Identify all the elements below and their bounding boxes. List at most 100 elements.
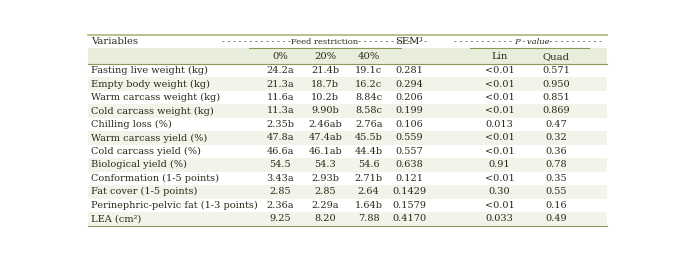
Text: - - - - - - - - - - - - -Feed restriction- - - - - - - - - - - - -: - - - - - - - - - - - - -Feed restrictio… xyxy=(222,37,427,46)
Text: 8.20: 8.20 xyxy=(314,214,336,223)
Text: <0.01: <0.01 xyxy=(485,80,515,89)
Bar xyxy=(88,91,607,104)
Text: <0.01: <0.01 xyxy=(485,174,515,183)
Text: <0.01: <0.01 xyxy=(485,66,515,75)
Text: 8.58c: 8.58c xyxy=(355,106,382,115)
Text: 0.559: 0.559 xyxy=(395,133,423,142)
Text: 0.106: 0.106 xyxy=(395,120,423,129)
Text: 0.4170: 0.4170 xyxy=(392,214,426,223)
Text: 11.3a: 11.3a xyxy=(267,106,294,115)
Text: 0%: 0% xyxy=(273,52,288,61)
Text: - - - - - - - - - - -  P - value- - - - - - - - - -: - - - - - - - - - - - P - value- - - - -… xyxy=(454,37,602,46)
Text: 20%: 20% xyxy=(314,52,337,61)
Text: 0.30: 0.30 xyxy=(489,187,511,196)
Text: 7.88: 7.88 xyxy=(358,214,379,223)
Text: <0.01: <0.01 xyxy=(485,133,515,142)
Text: 0.47: 0.47 xyxy=(545,120,567,129)
Text: 0.55: 0.55 xyxy=(545,187,567,196)
Text: 2.35b: 2.35b xyxy=(267,120,294,129)
Text: Conformation (1-5 points): Conformation (1-5 points) xyxy=(91,174,219,183)
Text: 54.6: 54.6 xyxy=(358,161,379,169)
Text: Warm carcass weight (kg): Warm carcass weight (kg) xyxy=(91,93,220,102)
Bar xyxy=(88,172,607,185)
Text: 46.1ab: 46.1ab xyxy=(308,147,342,156)
Text: 2.93b: 2.93b xyxy=(311,174,339,183)
Text: 9.90b: 9.90b xyxy=(311,106,339,115)
Text: 54.5: 54.5 xyxy=(269,161,291,169)
Text: 0.033: 0.033 xyxy=(486,214,513,223)
Text: 46.6a: 46.6a xyxy=(267,147,294,156)
Text: 2.29a: 2.29a xyxy=(311,201,339,210)
Text: 54.3: 54.3 xyxy=(314,161,336,169)
Text: 0.36: 0.36 xyxy=(545,147,567,156)
Bar xyxy=(88,104,607,118)
Text: LEA (cm²): LEA (cm²) xyxy=(91,214,141,223)
Text: 2.36a: 2.36a xyxy=(267,201,294,210)
Text: 1.64b: 1.64b xyxy=(355,201,383,210)
Text: 2.85: 2.85 xyxy=(314,187,336,196)
Bar xyxy=(88,131,607,145)
Text: 0.16: 0.16 xyxy=(545,201,567,210)
Text: 44.4b: 44.4b xyxy=(354,147,383,156)
Text: 47.8a: 47.8a xyxy=(267,133,294,142)
Text: 0.869: 0.869 xyxy=(543,106,570,115)
Text: Fasting live weight (kg): Fasting live weight (kg) xyxy=(91,66,208,75)
Text: 0.199: 0.199 xyxy=(395,106,423,115)
Text: 0.294: 0.294 xyxy=(395,80,423,89)
Text: 10.2b: 10.2b xyxy=(311,93,339,102)
Text: 0.35: 0.35 xyxy=(545,174,567,183)
Text: Empty body weight (kg): Empty body weight (kg) xyxy=(91,79,210,89)
Text: 2.64: 2.64 xyxy=(358,187,379,196)
Text: Quad: Quad xyxy=(543,52,570,61)
Text: 19.1c: 19.1c xyxy=(355,66,382,75)
Text: 0.013: 0.013 xyxy=(486,120,513,129)
Bar xyxy=(88,185,607,199)
Text: 0.32: 0.32 xyxy=(545,133,567,142)
Bar xyxy=(88,48,607,64)
Text: 0.206: 0.206 xyxy=(395,93,423,102)
Text: 0.281: 0.281 xyxy=(395,66,423,75)
Text: 11.6a: 11.6a xyxy=(267,93,294,102)
Text: 0.571: 0.571 xyxy=(542,66,570,75)
Text: <0.01: <0.01 xyxy=(485,147,515,156)
Bar xyxy=(88,158,607,172)
Text: 0.638: 0.638 xyxy=(395,161,423,169)
Text: Lin: Lin xyxy=(492,52,508,61)
Text: 8.84c: 8.84c xyxy=(355,93,382,102)
Bar xyxy=(88,145,607,158)
Bar xyxy=(88,64,607,77)
Text: 21.3a: 21.3a xyxy=(267,80,294,89)
Text: 21.4b: 21.4b xyxy=(311,66,339,75)
Text: Fat cover (1-5 points): Fat cover (1-5 points) xyxy=(91,187,198,196)
Text: 40%: 40% xyxy=(358,52,379,61)
Text: <0.01: <0.01 xyxy=(485,201,515,210)
Text: SEM¹: SEM¹ xyxy=(395,37,423,46)
Bar xyxy=(88,35,607,48)
Text: Perinephric-pelvic fat (1-3 points): Perinephric-pelvic fat (1-3 points) xyxy=(91,201,258,210)
Text: 0.78: 0.78 xyxy=(545,161,567,169)
Bar xyxy=(88,199,607,212)
Bar xyxy=(88,212,607,226)
Text: 0.1579: 0.1579 xyxy=(392,201,426,210)
Text: 2.85: 2.85 xyxy=(269,187,291,196)
Text: 0.851: 0.851 xyxy=(543,93,570,102)
Bar xyxy=(88,118,607,131)
Bar xyxy=(88,77,607,91)
Text: 9.25: 9.25 xyxy=(269,214,291,223)
Text: Biological yield (%): Biological yield (%) xyxy=(91,160,187,169)
Text: 2.71b: 2.71b xyxy=(354,174,383,183)
Text: 24.2a: 24.2a xyxy=(267,66,294,75)
Text: <0.01: <0.01 xyxy=(485,106,515,115)
Text: 0.91: 0.91 xyxy=(489,161,511,169)
Text: Cold carcass yield (%): Cold carcass yield (%) xyxy=(91,147,201,156)
Text: 16.2c: 16.2c xyxy=(355,80,382,89)
Text: <0.01: <0.01 xyxy=(485,93,515,102)
Text: 45.5b: 45.5b xyxy=(355,133,383,142)
Text: 0.1429: 0.1429 xyxy=(392,187,426,196)
Text: 0.121: 0.121 xyxy=(395,174,423,183)
Text: 18.7b: 18.7b xyxy=(311,80,339,89)
Text: 2.76a: 2.76a xyxy=(355,120,382,129)
Text: 0.950: 0.950 xyxy=(543,80,570,89)
Text: Warm carcass yield (%): Warm carcass yield (%) xyxy=(91,133,207,143)
Text: Variables: Variables xyxy=(91,37,138,46)
